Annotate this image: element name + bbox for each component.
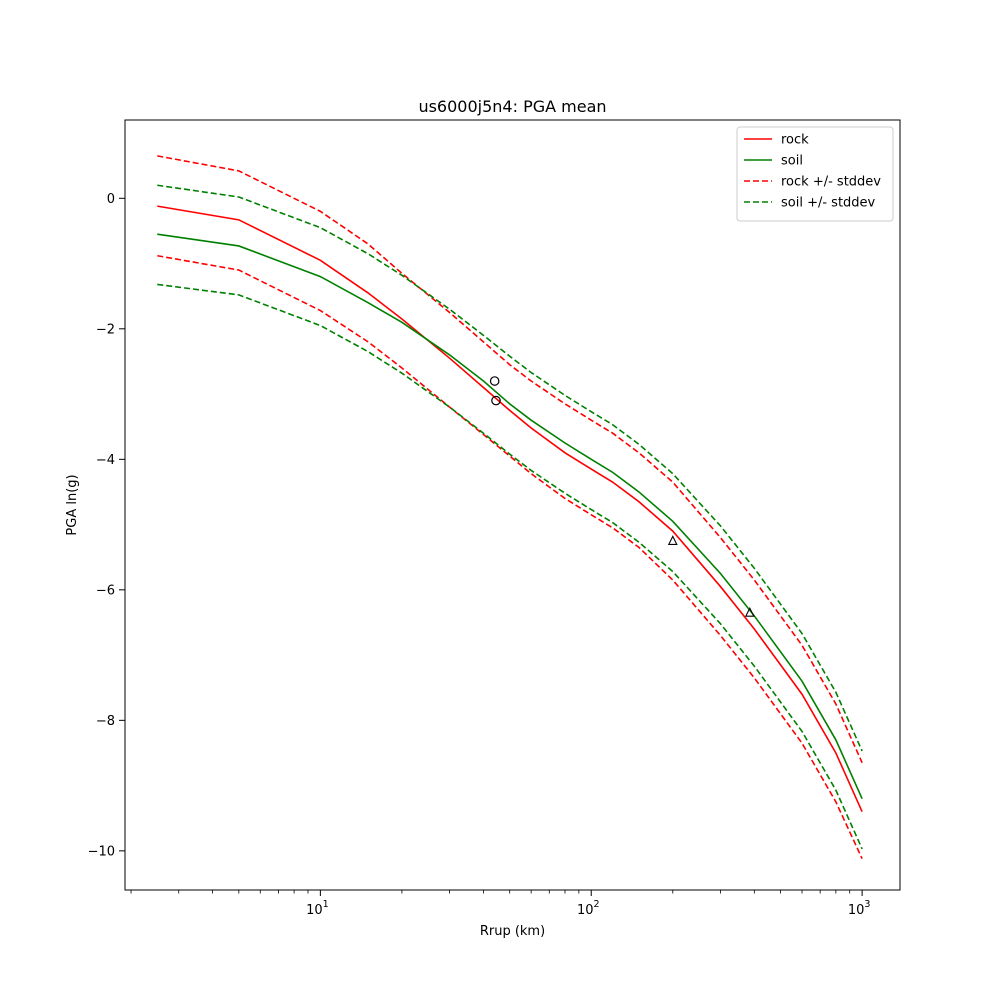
y-axis: 0 −2 −4 −6 −8 −10 [88, 192, 125, 859]
legend-box [736, 126, 894, 222]
series-line-5 [157, 283, 863, 850]
series-line-1 [157, 233, 863, 799]
legend-label-3: soil +/- stddev [781, 196, 876, 211]
series-line-4 [157, 184, 863, 752]
observation-circle-1 [491, 395, 501, 406]
x-tick-label-1: 102 [577, 899, 600, 918]
chart-title: us6000j5n4: PGA mean [418, 97, 606, 116]
y-tick-label-5: −10 [88, 844, 115, 859]
y-axis-label: PGA ln(g) [65, 474, 80, 535]
y-tick-label-2: −4 [96, 453, 115, 468]
series-line-3 [157, 254, 863, 860]
plot-frame [124, 119, 901, 891]
observation-triangle-3 [744, 606, 755, 617]
legend: rock soil rock +/- stddev soil +/- stddev [736, 126, 894, 222]
y-tick-label-1: −2 [96, 322, 115, 337]
x-axis: 101 102 103 [130, 890, 871, 918]
legend-label-0: rock [781, 133, 809, 148]
legend-label-2: rock +/- stddev [781, 175, 881, 190]
observation-triangle-2 [667, 535, 678, 545]
x-tick-label-2: 103 [848, 899, 871, 918]
y-tick-label-0: 0 [107, 192, 115, 207]
y-tick-label-3: −6 [96, 583, 115, 598]
series-line-0 [157, 205, 863, 813]
x-tick-label-0: 101 [306, 899, 329, 918]
series-line-2 [157, 155, 863, 764]
x-axis-label: Rrup (km) [480, 924, 545, 939]
observation-markers [489, 376, 755, 617]
legend-label-1: soil [781, 154, 803, 169]
observation-circle-0 [489, 376, 500, 386]
plot-area [157, 155, 863, 860]
y-tick-label-4: −8 [96, 714, 115, 729]
